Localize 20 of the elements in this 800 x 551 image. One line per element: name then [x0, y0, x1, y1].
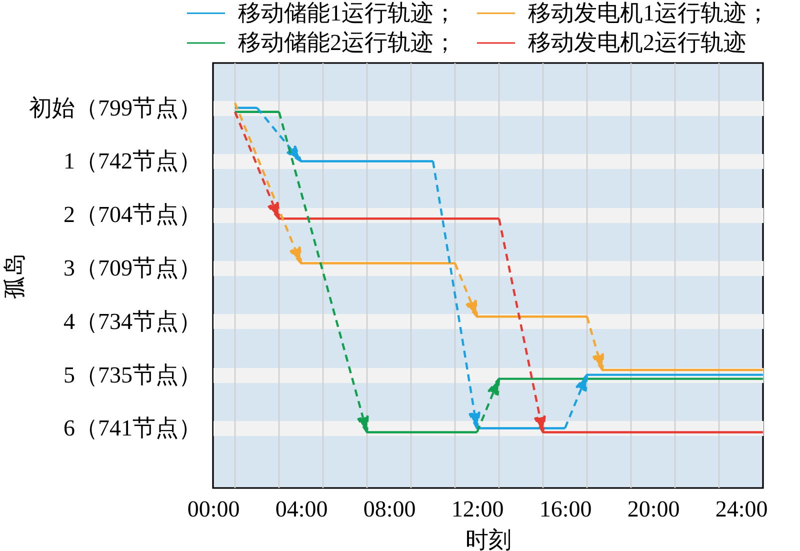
y-tick-label: 3（709节点）: [64, 256, 202, 281]
legend-label: 移动储能2运行轨迹；: [238, 30, 456, 55]
x-tick-label: 08:00: [363, 496, 416, 522]
x-tick-label: 12:00: [451, 496, 504, 522]
legend-label: 移动发电机2运行轨迹: [528, 30, 746, 55]
x-tick-label: 00:00: [187, 496, 240, 522]
x-tick-label: 16:00: [539, 496, 592, 522]
y-tick-label: 1（742节点）: [64, 148, 202, 174]
legend-label: 移动发电机1运行轨迹；: [528, 0, 770, 26]
y-tick-label: 4（734节点）: [64, 308, 202, 334]
y-tick-label: 5（735节点）: [64, 362, 202, 388]
x-tick-label: 24:00: [715, 496, 768, 522]
legend-label: 移动储能1运行轨迹；: [238, 0, 456, 26]
y-tick-label: 初始（799节点）: [29, 95, 202, 120]
y-tick-label: 2（704节点）: [64, 202, 202, 228]
y-tick-label: 6（741节点）: [64, 416, 202, 441]
y-axis-title: 孤岛: [2, 253, 27, 299]
x-axis-title: 时刻: [466, 528, 512, 551]
x-tick-label: 04:00: [275, 496, 328, 522]
x-tick-label: 20:00: [627, 496, 680, 522]
